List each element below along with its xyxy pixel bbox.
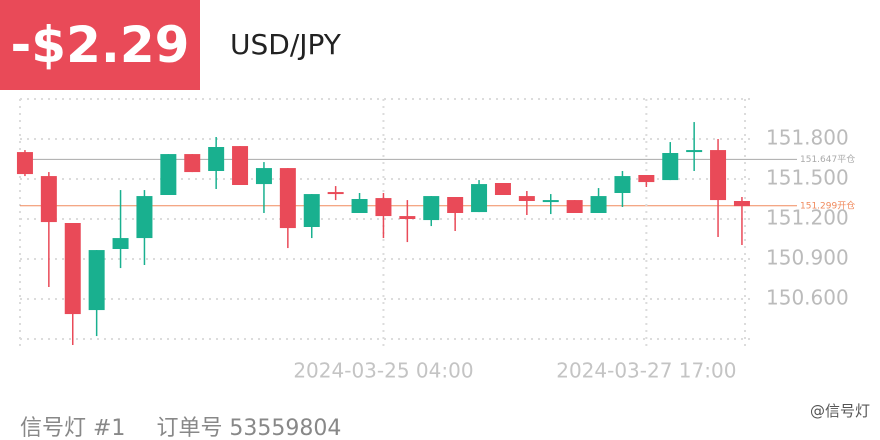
candle-body	[638, 175, 655, 183]
candle-body	[710, 150, 727, 201]
y-tick-label: 150.900	[766, 246, 849, 270]
footer: 信号灯 #1 订单号 53559804	[20, 410, 365, 440]
x-tick-label: 2024-03-25 04:00	[293, 359, 473, 383]
y-tick-label: 151.200	[766, 206, 849, 230]
candle-body	[614, 176, 631, 193]
y-tick-label: 150.600	[766, 286, 849, 310]
candle-body	[112, 238, 129, 249]
reference-label: 151.647平仓	[800, 153, 855, 165]
candle-body	[399, 216, 416, 219]
signal-id: 信号灯 #1	[20, 416, 126, 440]
candle-body	[232, 146, 249, 185]
order-id: 订单号 53559804	[156, 416, 342, 440]
candle-body	[208, 147, 225, 171]
candle-body	[518, 196, 535, 201]
chart: 150.600 150.900 151.200 151.500 151.800 151.6…	[16, 98, 855, 383]
x-tick-label: 2024-03-27 17:00	[556, 359, 736, 383]
candle-body	[733, 201, 750, 207]
candle-body	[471, 184, 488, 213]
candle-body	[686, 150, 703, 153]
candle-body	[160, 154, 177, 195]
y-tick-label: 151.800	[766, 126, 849, 150]
candle-body	[375, 198, 392, 217]
candle-body	[542, 200, 559, 203]
watermark: @信号灯	[809, 402, 870, 420]
candle-body	[662, 153, 679, 181]
candle-body	[447, 197, 464, 213]
candle-body	[255, 168, 272, 185]
candle-body	[423, 196, 440, 221]
candle-body	[16, 152, 33, 175]
candle-body	[64, 223, 81, 315]
candle-body	[327, 192, 344, 195]
candle-body	[590, 196, 607, 213]
candle-body	[184, 154, 201, 173]
candle-body	[303, 194, 320, 227]
candle-body	[88, 250, 105, 311]
candle-body	[279, 168, 296, 229]
reference-label: 151.299开仓	[800, 199, 855, 211]
candle-body	[40, 176, 57, 223]
y-tick-label: 151.500	[766, 166, 849, 190]
candle-body	[494, 183, 511, 195]
candle-body	[136, 196, 153, 239]
pnl-badge: -$2.29	[0, 0, 200, 90]
candle-body	[566, 200, 583, 213]
candle-body	[351, 199, 368, 213]
symbol: USD/JPY	[230, 28, 341, 61]
